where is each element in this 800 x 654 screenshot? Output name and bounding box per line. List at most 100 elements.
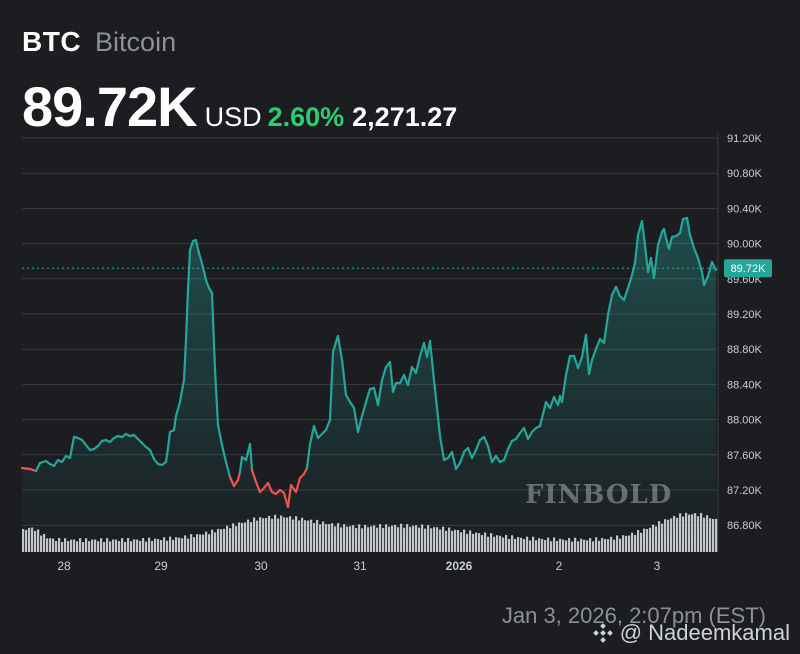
price-line-segment bbox=[572, 354, 580, 370]
price-line-segment bbox=[302, 466, 309, 476]
credit: @ Nadeemkamal bbox=[592, 620, 790, 646]
price-line-segment bbox=[352, 406, 360, 434]
x-tick-label: 2 bbox=[556, 559, 563, 573]
price-line-segment bbox=[188, 239, 195, 252]
price-line-segment bbox=[692, 246, 700, 260]
y-tick-label: 88.40K bbox=[727, 379, 763, 391]
price-line-segment bbox=[289, 483, 298, 494]
asset-name: Bitcoin bbox=[95, 27, 177, 57]
price-line-segment bbox=[391, 381, 398, 394]
price-line-segment bbox=[696, 256, 704, 274]
y-tick-label: 90.80K bbox=[727, 168, 763, 180]
price-line-segment bbox=[286, 483, 293, 509]
current-price-badge bbox=[724, 259, 772, 278]
price-line-segment bbox=[52, 458, 60, 468]
price-line-segment bbox=[502, 447, 510, 462]
price-line-segment bbox=[166, 430, 172, 450]
price-line-segment bbox=[438, 434, 446, 462]
price-line-segment bbox=[490, 454, 498, 464]
y-tick-label: 86.80K bbox=[727, 520, 763, 532]
price-line-segment bbox=[418, 341, 426, 358]
y-tick-label: 89.20K bbox=[727, 309, 763, 321]
price-line-segment bbox=[548, 395, 556, 410]
current-price: 89.72K bbox=[22, 75, 198, 138]
price-line-segment bbox=[514, 431, 522, 441]
price-line-segment bbox=[466, 446, 474, 460]
price-line-segment bbox=[602, 313, 610, 345]
price-line-segment bbox=[360, 400, 368, 418]
price-line-segment bbox=[594, 337, 602, 351]
price-line-segment bbox=[702, 274, 710, 287]
price-line-segment bbox=[186, 248, 192, 292]
price-line-segment bbox=[706, 260, 714, 278]
price-line-segment bbox=[266, 481, 274, 494]
price-line-segment bbox=[331, 340, 338, 354]
y-tick-label: 87.60K bbox=[727, 450, 763, 462]
y-tick-label: 90.00K bbox=[727, 239, 763, 251]
price-line-segment bbox=[538, 408, 546, 428]
price-line-segment bbox=[204, 278, 211, 290]
price-line-segment bbox=[174, 400, 182, 418]
credit-text: @ Nadeemkamal bbox=[619, 620, 790, 645]
price-line-segment bbox=[305, 442, 312, 470]
price-line-segment bbox=[610, 285, 618, 297]
price-line-segment bbox=[560, 373, 568, 404]
price-line-segment bbox=[643, 243, 650, 274]
price-line-segment bbox=[450, 450, 458, 471]
price-line-segment bbox=[344, 393, 352, 404]
price-line-segment bbox=[667, 235, 674, 251]
change-absolute: 2,271.27 bbox=[352, 102, 458, 132]
price-line-segment bbox=[506, 439, 514, 451]
price-line-segment bbox=[308, 424, 316, 446]
price-line-segment bbox=[238, 455, 244, 474]
price-line-segment bbox=[224, 460, 232, 479]
current-price-label: 89.72K bbox=[731, 263, 767, 275]
y-tick-label: 88.00K bbox=[727, 415, 763, 427]
price-line-segment bbox=[336, 334, 344, 362]
x-tick-label: 28 bbox=[57, 559, 71, 573]
price-line-segment bbox=[372, 386, 380, 407]
price-line-segment bbox=[184, 288, 190, 342]
price-line-segment bbox=[590, 347, 598, 362]
price-line-segment bbox=[376, 378, 384, 407]
currency-label: USD bbox=[204, 102, 262, 132]
price-area bbox=[22, 218, 716, 552]
price-line-segment bbox=[324, 418, 332, 432]
y-tick-label: 87.20K bbox=[727, 485, 763, 497]
price-line-segment bbox=[20, 466, 32, 471]
price-line-segment bbox=[348, 400, 356, 410]
price-line-segment bbox=[482, 435, 490, 448]
price-line-segment bbox=[364, 387, 372, 404]
price-line-segment bbox=[710, 260, 718, 272]
price-line-segment bbox=[435, 406, 442, 438]
price-line-segment bbox=[626, 273, 634, 290]
price-line-segment bbox=[250, 468, 258, 484]
x-tick-label: 29 bbox=[154, 559, 168, 573]
y-tick-label: 91.20K bbox=[727, 133, 763, 145]
price-line-segment bbox=[210, 291, 217, 372]
price-line-segment bbox=[564, 354, 572, 377]
ticker-header: BTC Bitcoin bbox=[22, 26, 176, 58]
price-line-segment bbox=[652, 243, 660, 280]
x-tick-label: 31 bbox=[353, 559, 367, 573]
price-line-segment bbox=[182, 338, 188, 382]
price-line-segment bbox=[406, 365, 414, 387]
price-line-segment bbox=[614, 285, 622, 298]
price-line-segment bbox=[312, 424, 320, 440]
binance-logo-icon bbox=[592, 623, 613, 643]
price-line-segment bbox=[197, 251, 205, 269]
price-line-segment bbox=[380, 365, 388, 382]
price-line-segment bbox=[526, 430, 534, 441]
price-line-segment bbox=[232, 478, 240, 488]
price-line-segment bbox=[428, 339, 436, 382]
price-line-segment bbox=[172, 414, 178, 432]
price-line-segment bbox=[248, 442, 254, 472]
price-line-segment bbox=[328, 350, 335, 422]
x-tick-label: 2026 bbox=[446, 559, 473, 573]
price-line-segment bbox=[633, 233, 640, 265]
volume-bar bbox=[715, 518, 718, 552]
price-line-segment bbox=[34, 461, 42, 473]
timestamp: Jan 3, 2026, 2:07pm (EST) bbox=[501, 603, 766, 628]
price-line-segment bbox=[340, 358, 348, 397]
